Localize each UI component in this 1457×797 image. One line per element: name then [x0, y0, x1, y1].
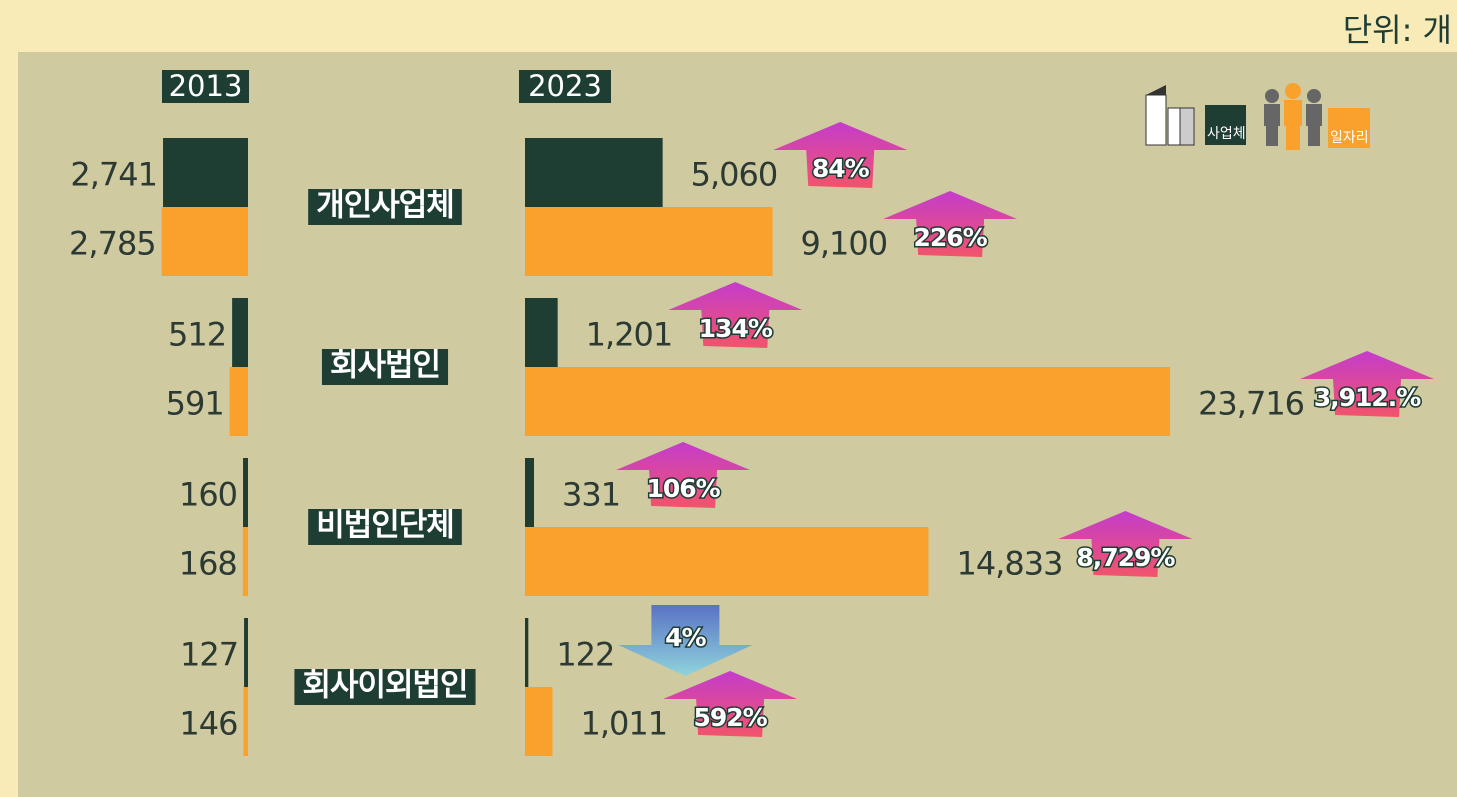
bar	[525, 367, 1171, 436]
category-box	[294, 669, 476, 705]
change-arrow: 106%	[616, 442, 751, 508]
change-label: 3,912.%	[1314, 383, 1422, 412]
year-box	[519, 70, 611, 103]
category-label: 비법인단체	[316, 508, 454, 544]
arrow-shape	[616, 442, 751, 508]
bar	[525, 207, 773, 276]
bar	[525, 138, 663, 207]
change-arrow: 84%	[773, 122, 908, 188]
arrow-shape	[1058, 511, 1193, 577]
value-label: 331	[562, 476, 620, 514]
category-label: 회사이외법인	[302, 668, 467, 704]
value-label: 1,201	[586, 316, 673, 354]
legend-swatch	[1328, 108, 1370, 148]
change-arrow: 3,912.%	[1300, 351, 1435, 417]
change-label: 106%	[646, 474, 720, 503]
change-label: 226%	[914, 223, 988, 252]
bar	[525, 527, 929, 596]
value-label: 23,716	[1198, 385, 1304, 423]
legend-swatch	[1205, 105, 1246, 145]
arrow-shape	[773, 122, 908, 188]
value-label: 9,100	[801, 225, 888, 263]
value-label: 14,833	[956, 545, 1062, 583]
value-label: 2,785	[69, 225, 156, 263]
value-label: 591	[166, 385, 224, 423]
value-label: 160	[179, 476, 237, 514]
unit-label: 단위: 개	[1343, 11, 1452, 49]
arrow-shape	[883, 191, 1018, 257]
category-label: 개인사업체	[316, 188, 454, 224]
category-box	[308, 509, 462, 545]
bar	[525, 687, 553, 756]
arrow-shape	[663, 671, 798, 737]
arrow-shape	[618, 605, 753, 676]
bar	[242, 527, 248, 596]
bar	[232, 298, 248, 367]
value-label: 127	[180, 636, 238, 674]
value-label: 5,060	[691, 156, 778, 194]
bar	[525, 298, 558, 367]
year-label: 2013	[169, 69, 243, 103]
change-label: 134%	[699, 314, 773, 343]
bar	[229, 367, 248, 436]
value-label: 512	[168, 316, 226, 354]
value-label: 168	[179, 545, 237, 583]
change-arrow: 134%	[668, 282, 803, 348]
bar	[243, 687, 248, 756]
bar	[243, 458, 248, 527]
change-arrow: 4%	[618, 605, 753, 676]
value-label: 146	[179, 705, 237, 743]
year-label: 2023	[528, 69, 602, 103]
bar	[163, 138, 248, 207]
value-label: 1,011	[580, 705, 667, 743]
change-arrow: 592%	[663, 671, 798, 737]
legend-label: 일자리	[1330, 130, 1369, 146]
category-label: 회사법인	[330, 348, 440, 384]
category-box	[321, 349, 449, 385]
year-box	[162, 70, 249, 103]
change-label: 8,729%	[1076, 543, 1175, 572]
arrow-shape	[668, 282, 803, 348]
legend-label: 사업체	[1207, 126, 1246, 142]
bar	[525, 458, 535, 527]
legend-icons	[1145, 83, 1322, 150]
arrow-shape	[1300, 351, 1435, 417]
change-label: 592%	[693, 703, 767, 732]
change-arrow: 8,729%	[1058, 511, 1193, 577]
bar	[525, 618, 529, 687]
bar	[161, 207, 248, 276]
value-label: 2,741	[70, 156, 157, 194]
category-box	[308, 189, 462, 225]
bar	[244, 618, 248, 687]
change-label: 84%	[812, 154, 870, 183]
change-label: 4%	[665, 623, 706, 652]
change-arrow: 226%	[883, 191, 1018, 257]
value-label: 122	[556, 636, 614, 674]
